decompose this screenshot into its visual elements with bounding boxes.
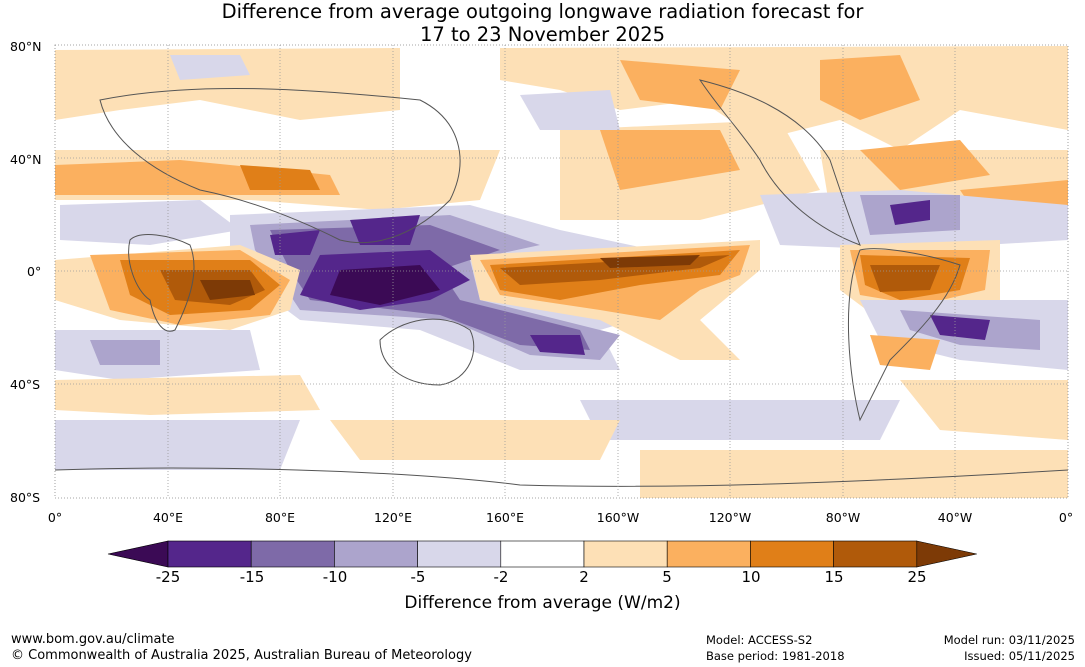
colorbar-tick-4: -2: [493, 568, 509, 586]
lon-label-40e: 40°E: [152, 510, 184, 525]
lon-label-160e: 160°E: [485, 510, 525, 525]
lon-label-160w: 160°W: [596, 510, 640, 525]
colorbar-bin-4: [417, 540, 502, 568]
colorbar-bin-2: [250, 540, 335, 568]
anomaly-field: [55, 45, 1068, 498]
colorbar-label: Difference from average (W/m2): [404, 593, 681, 613]
colorbar-bin-1: [167, 540, 252, 568]
lat-label-0: 0°: [27, 264, 42, 279]
lon-label-40w: 40°W: [937, 510, 973, 525]
map-title: Difference from average outgoing longwav…: [0, 0, 1085, 46]
lon-label-80e: 80°E: [264, 510, 296, 525]
colorbar-tick-8: 15: [824, 568, 844, 586]
footer-model-run: Model run: 03/11/2025: [943, 633, 1075, 647]
footer-issued: Issued: 05/11/2025: [964, 649, 1075, 663]
lon-label-0-right: 0°: [1058, 510, 1074, 525]
colorbar-bin-5: [500, 540, 585, 568]
colorbar-bin-7: [666, 540, 751, 568]
colorbar-tick-1: -15: [239, 568, 265, 586]
colorbar-bin-3: [334, 540, 418, 568]
lon-label-120w: 120°W: [708, 510, 752, 525]
colorbar-tick-2: -10: [322, 568, 348, 586]
lat-label-40s: 40°S: [10, 377, 41, 392]
lon-label-80w: 80°W: [825, 510, 861, 525]
colorbar-tick-5: 2: [579, 568, 589, 586]
colorbar-extend-high: [916, 540, 977, 568]
footer-website: www.bom.gov.au/climate: [11, 632, 175, 647]
colorbar-extend-low: [107, 540, 169, 568]
colorbar-bin-6: [583, 540, 668, 568]
colorbar-tick-6: 5: [662, 568, 672, 586]
footer-model: Model: ACCESS-S2: [706, 633, 813, 647]
footer-copyright: © Commonwealth of Australia 2025, Austra…: [11, 648, 472, 663]
lon-label-120e: 120°E: [373, 510, 413, 525]
colorbar-tick-3: -5: [410, 568, 426, 586]
title-line-1: Difference from average outgoing longwav…: [221, 0, 864, 23]
lon-label-0: 0°: [47, 510, 63, 525]
colorbar-bin-9: [833, 540, 918, 568]
lat-label-40n: 40°N: [10, 152, 42, 167]
footer-base-period: Base period: 1981-2018: [706, 649, 845, 663]
colorbar-bin-8: [750, 540, 834, 568]
colorbar: [107, 540, 977, 568]
colorbar-tick-0: -25: [155, 568, 181, 586]
lat-label-80n: 80°N: [10, 39, 42, 54]
colorbar-tick-9: 25: [907, 568, 927, 586]
graticule: [55, 45, 1068, 498]
colorbar-tick-7: 10: [741, 568, 761, 586]
lat-label-80s: 80°S: [10, 490, 41, 505]
title-line-2: 17 to 23 November 2025: [419, 23, 666, 46]
